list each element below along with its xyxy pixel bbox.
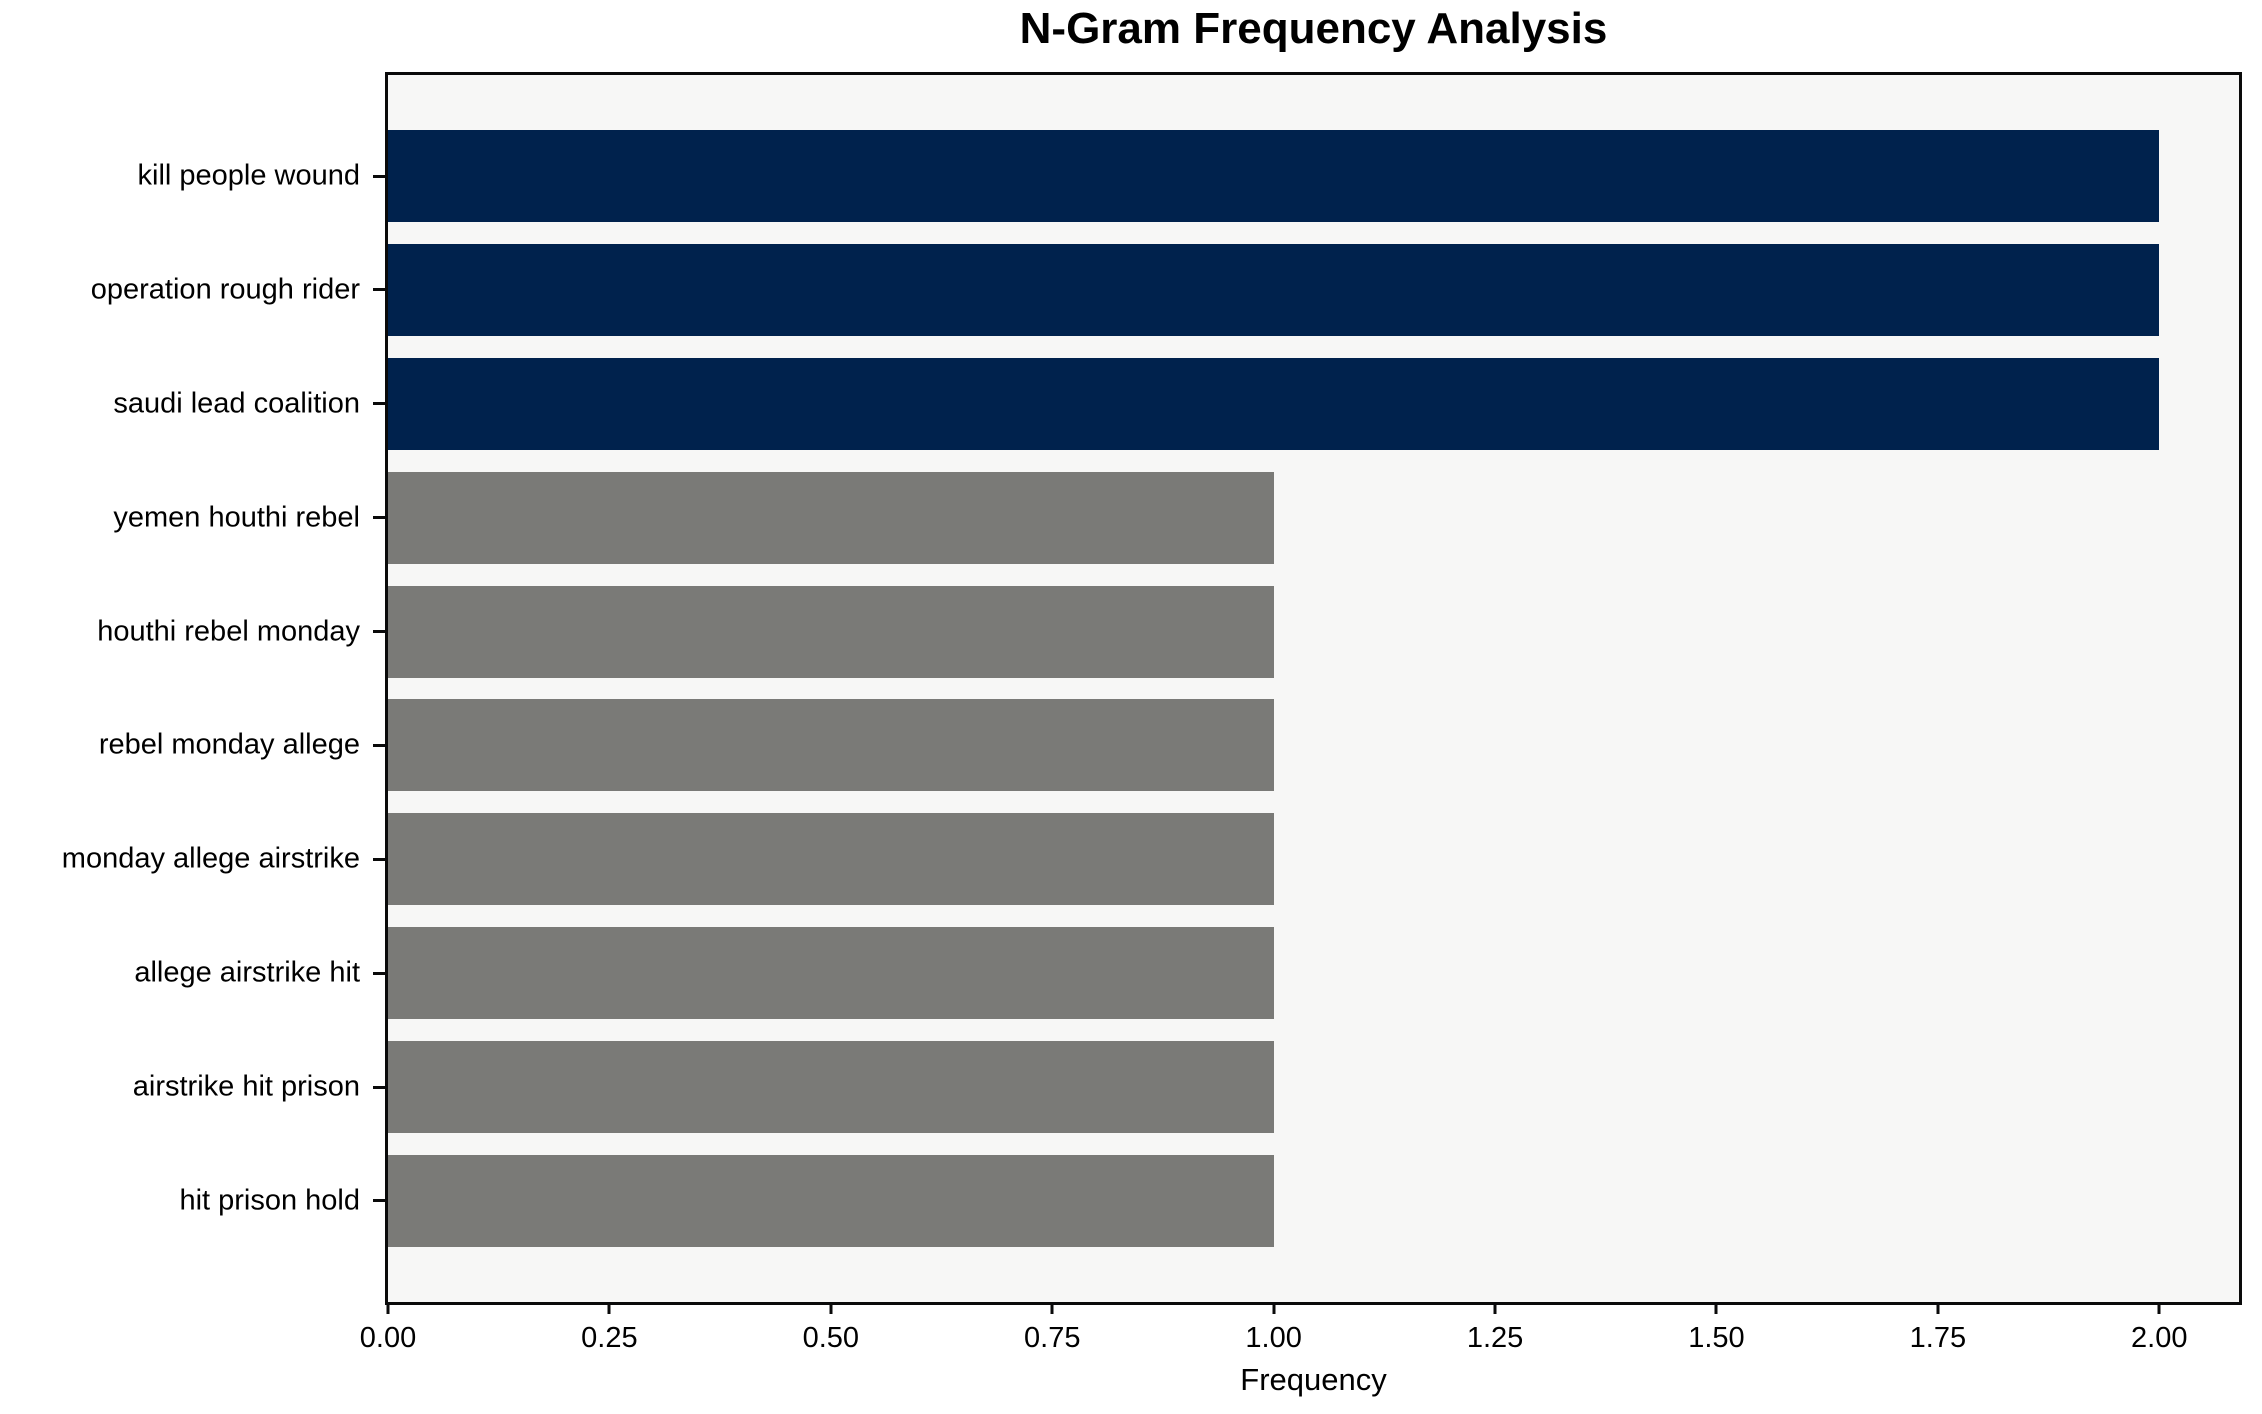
y-axis-category-label: rebel monday allege — [98, 728, 360, 761]
x-axis-tick — [1493, 1302, 1497, 1314]
x-axis-tick — [1936, 1302, 1940, 1314]
x-axis-tick — [607, 1302, 611, 1314]
bar — [388, 1154, 1274, 1247]
y-axis-tick — [373, 402, 385, 406]
x-axis-tick-label: 1.50 — [1688, 1322, 1745, 1354]
x-axis-tick-label: 1.25 — [1466, 1322, 1524, 1354]
plot-area: kill people wound operation rough rider sa… — [62, 72, 2242, 1354]
bar-row: rebel monday allege — [99, 699, 2239, 792]
y-axis-tick — [373, 174, 385, 178]
y-axis-category-label: hit prison hold — [179, 1184, 360, 1217]
bar — [388, 357, 2160, 450]
x-axis-label: Frequency — [1240, 1362, 1387, 1397]
y-axis-tick — [373, 516, 385, 520]
x-axis-tick — [386, 1302, 390, 1314]
y-axis-tick — [373, 1199, 385, 1203]
bar — [388, 130, 2160, 222]
bar-row: allege airstrike hit — [134, 927, 2239, 1020]
bar — [388, 585, 1274, 678]
y-axis-tick — [373, 857, 385, 861]
bar — [388, 1041, 1274, 1133]
y-axis-tick — [373, 1085, 385, 1089]
y-axis-category-label: yemen houthi rebel — [113, 501, 360, 534]
y-axis-category-label: airstrike hit prison — [132, 1070, 360, 1103]
y-axis-category-label: allege airstrike hit — [134, 956, 360, 989]
x-axis-tick-label: 0.00 — [359, 1322, 417, 1354]
y-axis-category-label: monday allege airstrike — [61, 842, 360, 875]
bar-row: monday allege airstrike — [62, 813, 2239, 906]
x-axis-tick — [1050, 1302, 1054, 1314]
y-axis-category-label: kill people wound — [137, 159, 360, 192]
bar — [388, 471, 1274, 564]
x-axis-tick — [2157, 1302, 2161, 1314]
x-axis-tick — [1272, 1302, 1276, 1314]
y-axis-category-label: operation rough rider — [90, 273, 360, 306]
bar-row: hit prison hold — [179, 1154, 2239, 1247]
bar-row: airstrike hit prison — [133, 1041, 2239, 1133]
bar — [388, 243, 2160, 336]
x-axis-tick-label: 2.00 — [2131, 1322, 2188, 1354]
x-axis-tick-label: 0.25 — [581, 1322, 638, 1354]
chart-title: N-Gram Frequency Analysis — [1019, 4, 1608, 53]
x-axis-tick-label: 0.50 — [802, 1322, 860, 1354]
bar — [388, 699, 1274, 792]
bar-row: operation rough rider — [91, 243, 2239, 336]
y-axis-tick — [373, 971, 385, 975]
y-axis-tick — [373, 288, 385, 292]
bars-container: kill people wound operation rough rider sa… — [62, 75, 2239, 1302]
x-axis-tick — [829, 1302, 833, 1314]
y-axis-tick — [373, 630, 385, 633]
x-axis-tick-label: 1.75 — [1909, 1322, 1967, 1354]
y-axis-category-label: saudi lead coalition — [113, 387, 360, 420]
bar-row: kill people wound — [138, 130, 2239, 222]
x-axis-tick — [1714, 1302, 1718, 1314]
bar-row: yemen houthi rebel — [113, 471, 2239, 564]
y-axis-tick — [373, 743, 385, 747]
bar — [388, 927, 1274, 1020]
y-axis-category-label: houthi rebel monday — [97, 615, 360, 647]
bar-row: houthi rebel monday — [97, 585, 2239, 678]
bar — [388, 813, 1274, 906]
x-axis-tick-label: 0.75 — [1024, 1322, 1081, 1354]
x-axis-tick-label: 1.00 — [1245, 1322, 1302, 1354]
bar-row: saudi lead coalition — [113, 357, 2239, 450]
